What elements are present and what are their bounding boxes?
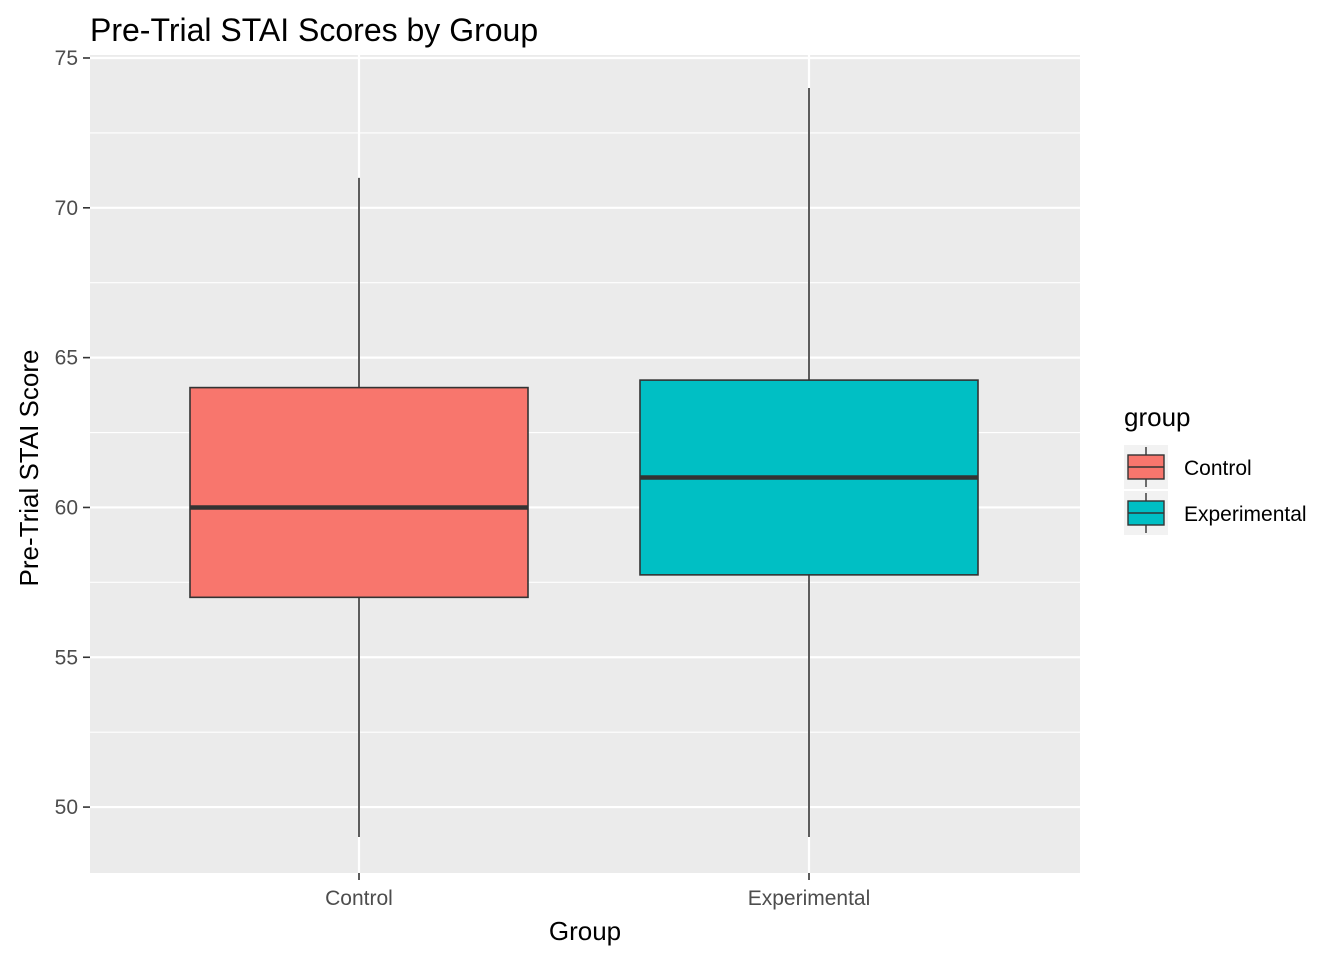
y-tick-label: 65 [55,347,78,370]
y-tick-label: 60 [55,496,78,519]
legend-item-experimental: Experimental [1124,491,1307,535]
legend: group Control Experimental [1124,402,1307,535]
y-axis-title: Pre-Trial STAI Score [14,350,44,587]
y-tick-label: 75 [55,47,78,70]
x-tick-label: Control [325,887,393,910]
y-axis: 50 55 60 65 70 75 [55,47,90,819]
box-body [189,386,529,599]
chart-title: Pre-Trial STAI Scores by Group [90,12,538,48]
x-axis-title: Group [549,916,621,946]
y-tick-label: 50 [55,796,78,819]
legend-title: group [1124,402,1191,432]
x-axis: Control Experimental [325,873,870,910]
boxplot-boxes [189,87,979,838]
legend-items: Control Experimental [1124,445,1307,535]
box-control [189,177,529,838]
legend-item-control: Control [1124,445,1252,489]
y-tick-label: 55 [55,646,78,669]
legend-label: Experimental [1184,503,1307,526]
y-tick-label: 70 [55,197,78,220]
x-tick-label: Experimental [748,887,871,910]
box-experimental [639,87,979,838]
legend-label: Control [1184,457,1252,480]
